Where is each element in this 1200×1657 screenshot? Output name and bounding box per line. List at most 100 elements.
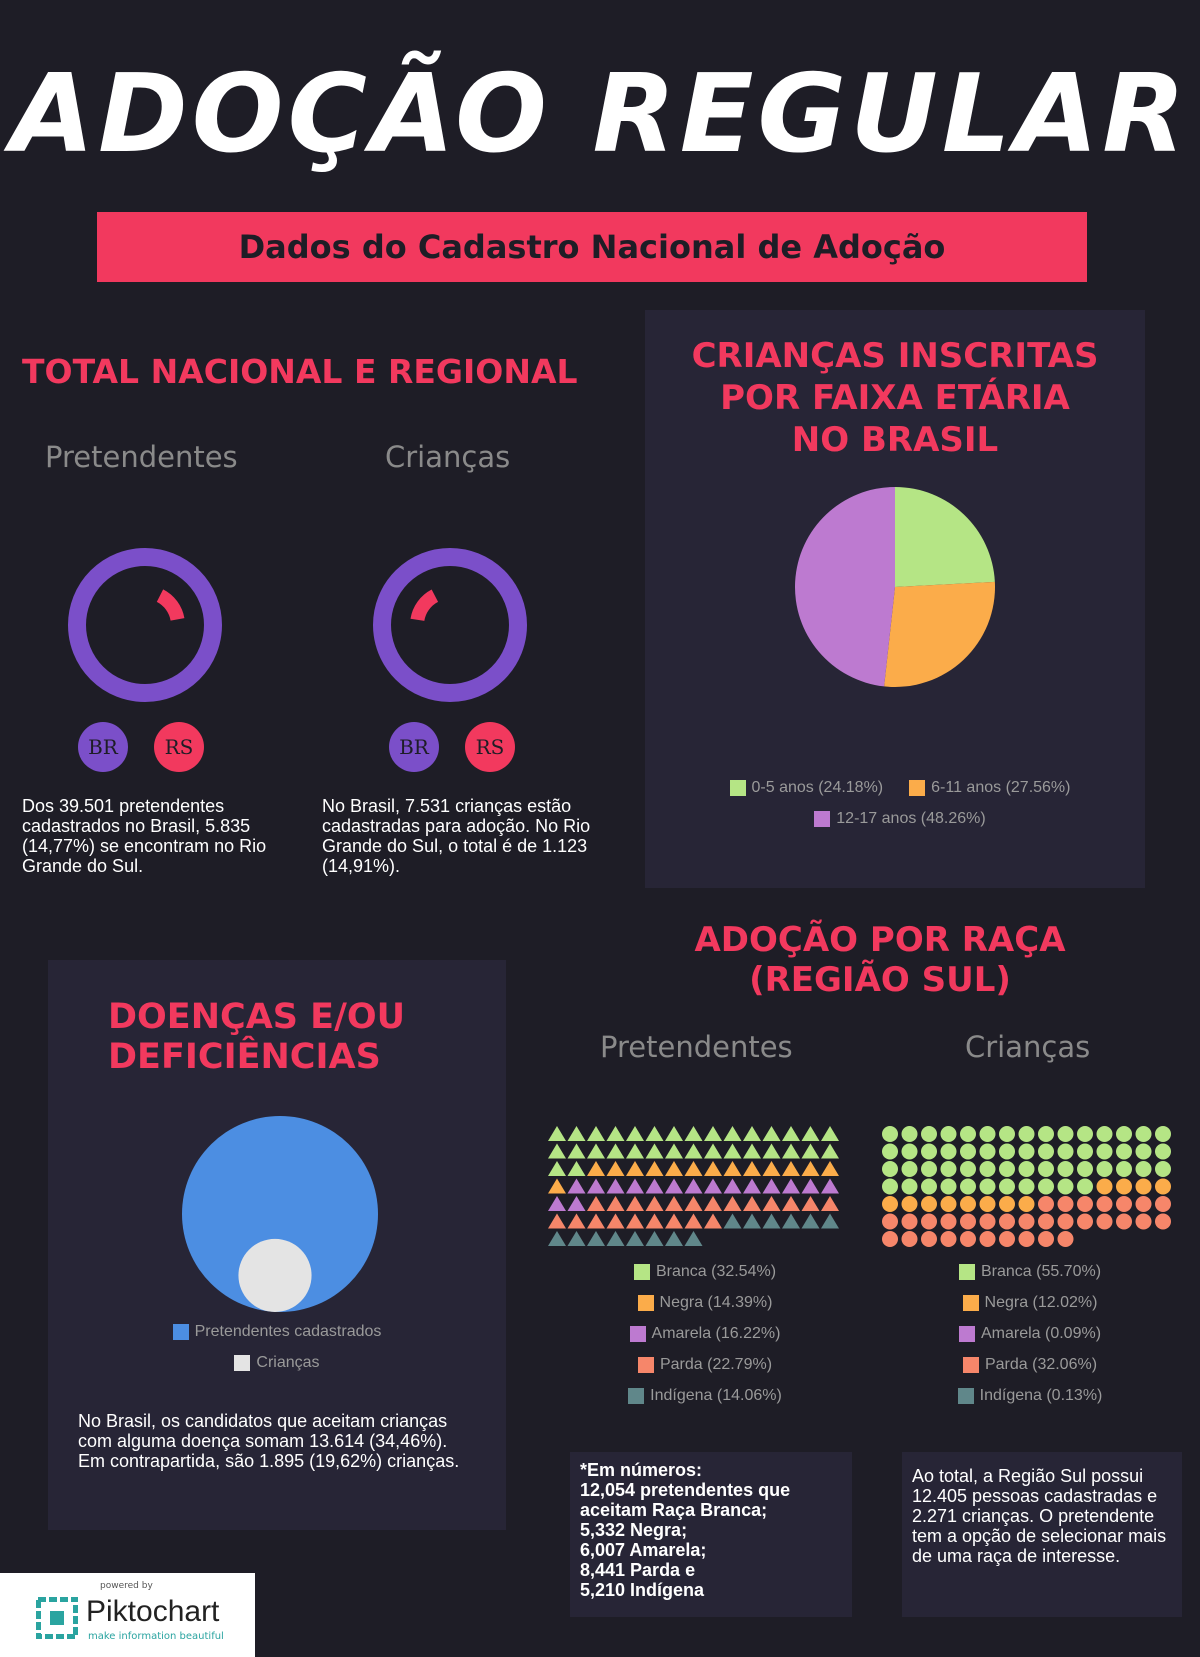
raca-title-line2: (REGIÃO SUL)	[749, 960, 1011, 1000]
icon-parda	[821, 1196, 839, 1211]
subtitle-banner: Dados do Cadastro Nacional de Adoção	[97, 212, 1087, 282]
icon-branca	[762, 1126, 781, 1141]
icon-parda	[762, 1196, 781, 1211]
icon-branca	[567, 1143, 586, 1159]
icon-branca	[940, 1143, 957, 1160]
icon-amarela	[723, 1178, 742, 1194]
icon-branca	[901, 1161, 918, 1177]
icon-negra	[743, 1161, 761, 1176]
total-section-title: TOTAL NACIONAL E REGIONAL	[22, 352, 578, 391]
icon-negra	[645, 1161, 664, 1176]
raca-summary-box: Ao total, a Região Sul possui 12.405 pes…	[902, 1452, 1182, 1617]
icon-amarela	[684, 1178, 703, 1194]
icon-branca	[1116, 1143, 1132, 1160]
icon-parda	[999, 1231, 1015, 1247]
icon-branca	[882, 1161, 898, 1177]
icon-branca	[821, 1143, 839, 1159]
icon-branca	[1116, 1161, 1132, 1177]
legend-label-branca: Branca (55.70%)	[980, 1262, 1102, 1280]
piktochart-tagline: make information beautiful	[88, 1631, 224, 1642]
icon-branca	[645, 1126, 664, 1141]
icon-amarela	[645, 1178, 664, 1194]
doencas-title: DOENÇAS E/OU DEFICIÊNCIAS	[108, 997, 405, 1077]
icon-negra	[979, 1196, 996, 1212]
icon-parda	[882, 1231, 898, 1247]
legend-label-6-11: 6-11 anos (27.56%)	[931, 778, 1071, 796]
legend-label-indígena: Indígena (14.06%)	[650, 1386, 782, 1404]
total-criancas-text: No Brasil, 7.531 crianças estão cadastra…	[322, 796, 591, 876]
legend-swatch-parda	[962, 1356, 979, 1373]
icon-branca	[901, 1178, 918, 1195]
icon-branca	[979, 1126, 996, 1142]
icon-negra	[684, 1161, 703, 1176]
legend-swatch-negra	[962, 1294, 979, 1311]
icon-parda	[626, 1213, 644, 1229]
icon-parda	[979, 1231, 996, 1247]
icon-parda	[940, 1231, 957, 1247]
icon-branca	[882, 1143, 898, 1160]
icon-amarela	[606, 1178, 625, 1194]
icon-branca	[782, 1143, 800, 1159]
icon-amarela	[762, 1178, 781, 1194]
icon-parda	[1135, 1213, 1152, 1230]
icon-branca	[743, 1126, 761, 1141]
icon-branca	[960, 1161, 976, 1177]
icon-parda	[1096, 1213, 1113, 1230]
icon-branca	[1018, 1126, 1035, 1142]
icon-branca	[743, 1143, 761, 1159]
icon-branca	[901, 1126, 918, 1142]
icon-parda	[587, 1213, 605, 1229]
icon-indígena	[587, 1231, 605, 1246]
legend-label-indígena: Indígena (0.13%)	[979, 1386, 1103, 1404]
icon-negra	[1096, 1178, 1113, 1195]
icon-negra	[1135, 1178, 1152, 1195]
icon-parda	[665, 1196, 683, 1211]
icon-branca	[1018, 1161, 1035, 1177]
legend-label-branca: Branca (32.54%)	[655, 1262, 777, 1280]
icon-indígena	[665, 1231, 683, 1246]
icon-branca	[704, 1143, 722, 1159]
icon-parda	[1038, 1231, 1054, 1247]
icon-branca	[684, 1126, 703, 1141]
icon-branca	[940, 1126, 957, 1142]
icon-negra	[821, 1161, 839, 1176]
icon-negra	[882, 1196, 898, 1212]
icon-branca	[999, 1178, 1015, 1195]
badge-rs-criancas: RS	[465, 722, 515, 772]
icon-parda	[1116, 1213, 1132, 1230]
legend-swatch-negra	[637, 1294, 654, 1311]
legend-label-pretendentes: Pretendentes cadastrados	[194, 1322, 382, 1340]
doencas-title-line1: DOENÇAS E/OU	[108, 997, 406, 1037]
legend-row-indígena: Indígena (0.13%)	[880, 1380, 1180, 1411]
total-pretendentes-text: Dos 39.501 pretendentes cadastrados no B…	[22, 796, 267, 876]
icon-parda	[743, 1196, 761, 1211]
icon-parda	[979, 1213, 996, 1230]
icon-parda	[645, 1196, 664, 1211]
faixa-title-line1: CRIANÇAS INSCRITAS	[691, 336, 1099, 376]
icon-branca	[1057, 1178, 1074, 1195]
icon-parda	[665, 1213, 683, 1229]
icon-parda	[999, 1213, 1015, 1230]
icon-branca	[723, 1126, 742, 1141]
icon-amarela	[626, 1178, 644, 1194]
icon-amarela	[567, 1178, 586, 1194]
icon-parda	[960, 1231, 976, 1247]
legend-label-0-5: 0-5 anos (24.18%)	[751, 778, 884, 796]
donut-pretendentes	[68, 548, 222, 702]
icon-branca	[1077, 1178, 1093, 1195]
icon-branca	[960, 1178, 976, 1195]
icon-branca	[704, 1126, 722, 1141]
icon-branca	[548, 1126, 566, 1141]
donut-wedge-rs	[410, 589, 439, 621]
icon-indígena	[567, 1231, 586, 1246]
icon-branca	[1155, 1161, 1171, 1177]
legend-swatch-amarela	[629, 1325, 646, 1342]
pie-slice-12-17-anos	[794, 487, 895, 687]
legend-row-negra: Negra (14.39%)	[555, 1287, 855, 1318]
icon-parda	[882, 1213, 898, 1230]
badge-br-criancas: BR	[389, 722, 439, 772]
total-criancas-label: Crianças	[385, 440, 511, 474]
icon-parda	[704, 1213, 722, 1229]
icon-amarela	[665, 1178, 683, 1194]
piktochart-logo[interactable]: powered by Piktochart make information b…	[0, 1573, 255, 1657]
